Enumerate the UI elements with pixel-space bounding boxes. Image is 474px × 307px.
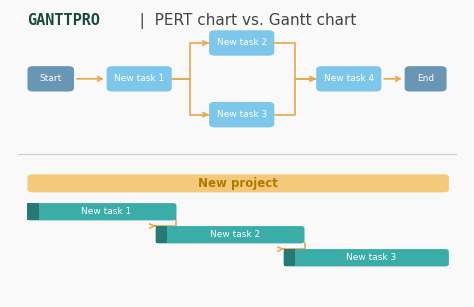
FancyBboxPatch shape [405,66,447,91]
Text: End: End [417,74,434,83]
FancyBboxPatch shape [155,226,167,243]
FancyBboxPatch shape [283,249,449,266]
FancyBboxPatch shape [155,226,304,243]
Text: New task 1: New task 1 [114,74,164,83]
FancyBboxPatch shape [316,66,382,91]
FancyBboxPatch shape [283,249,295,266]
Text: New task 2: New task 2 [210,230,260,239]
FancyBboxPatch shape [107,66,172,91]
Text: New task 4: New task 4 [324,74,374,83]
FancyBboxPatch shape [27,203,176,220]
Text: New task 2: New task 2 [217,38,267,48]
Text: New task 3: New task 3 [346,253,396,262]
FancyBboxPatch shape [209,30,274,56]
Text: New task 1: New task 1 [82,207,132,216]
Text: Start: Start [40,74,62,83]
FancyBboxPatch shape [27,66,74,91]
Text: New project: New project [198,177,278,190]
Text: |  PERT chart vs. Gantt chart: | PERT chart vs. Gantt chart [130,13,356,29]
Text: GANTTPRO: GANTTPRO [27,13,100,28]
FancyBboxPatch shape [27,174,449,192]
Text: New task 3: New task 3 [217,110,267,119]
FancyBboxPatch shape [27,203,39,220]
FancyBboxPatch shape [209,102,274,127]
